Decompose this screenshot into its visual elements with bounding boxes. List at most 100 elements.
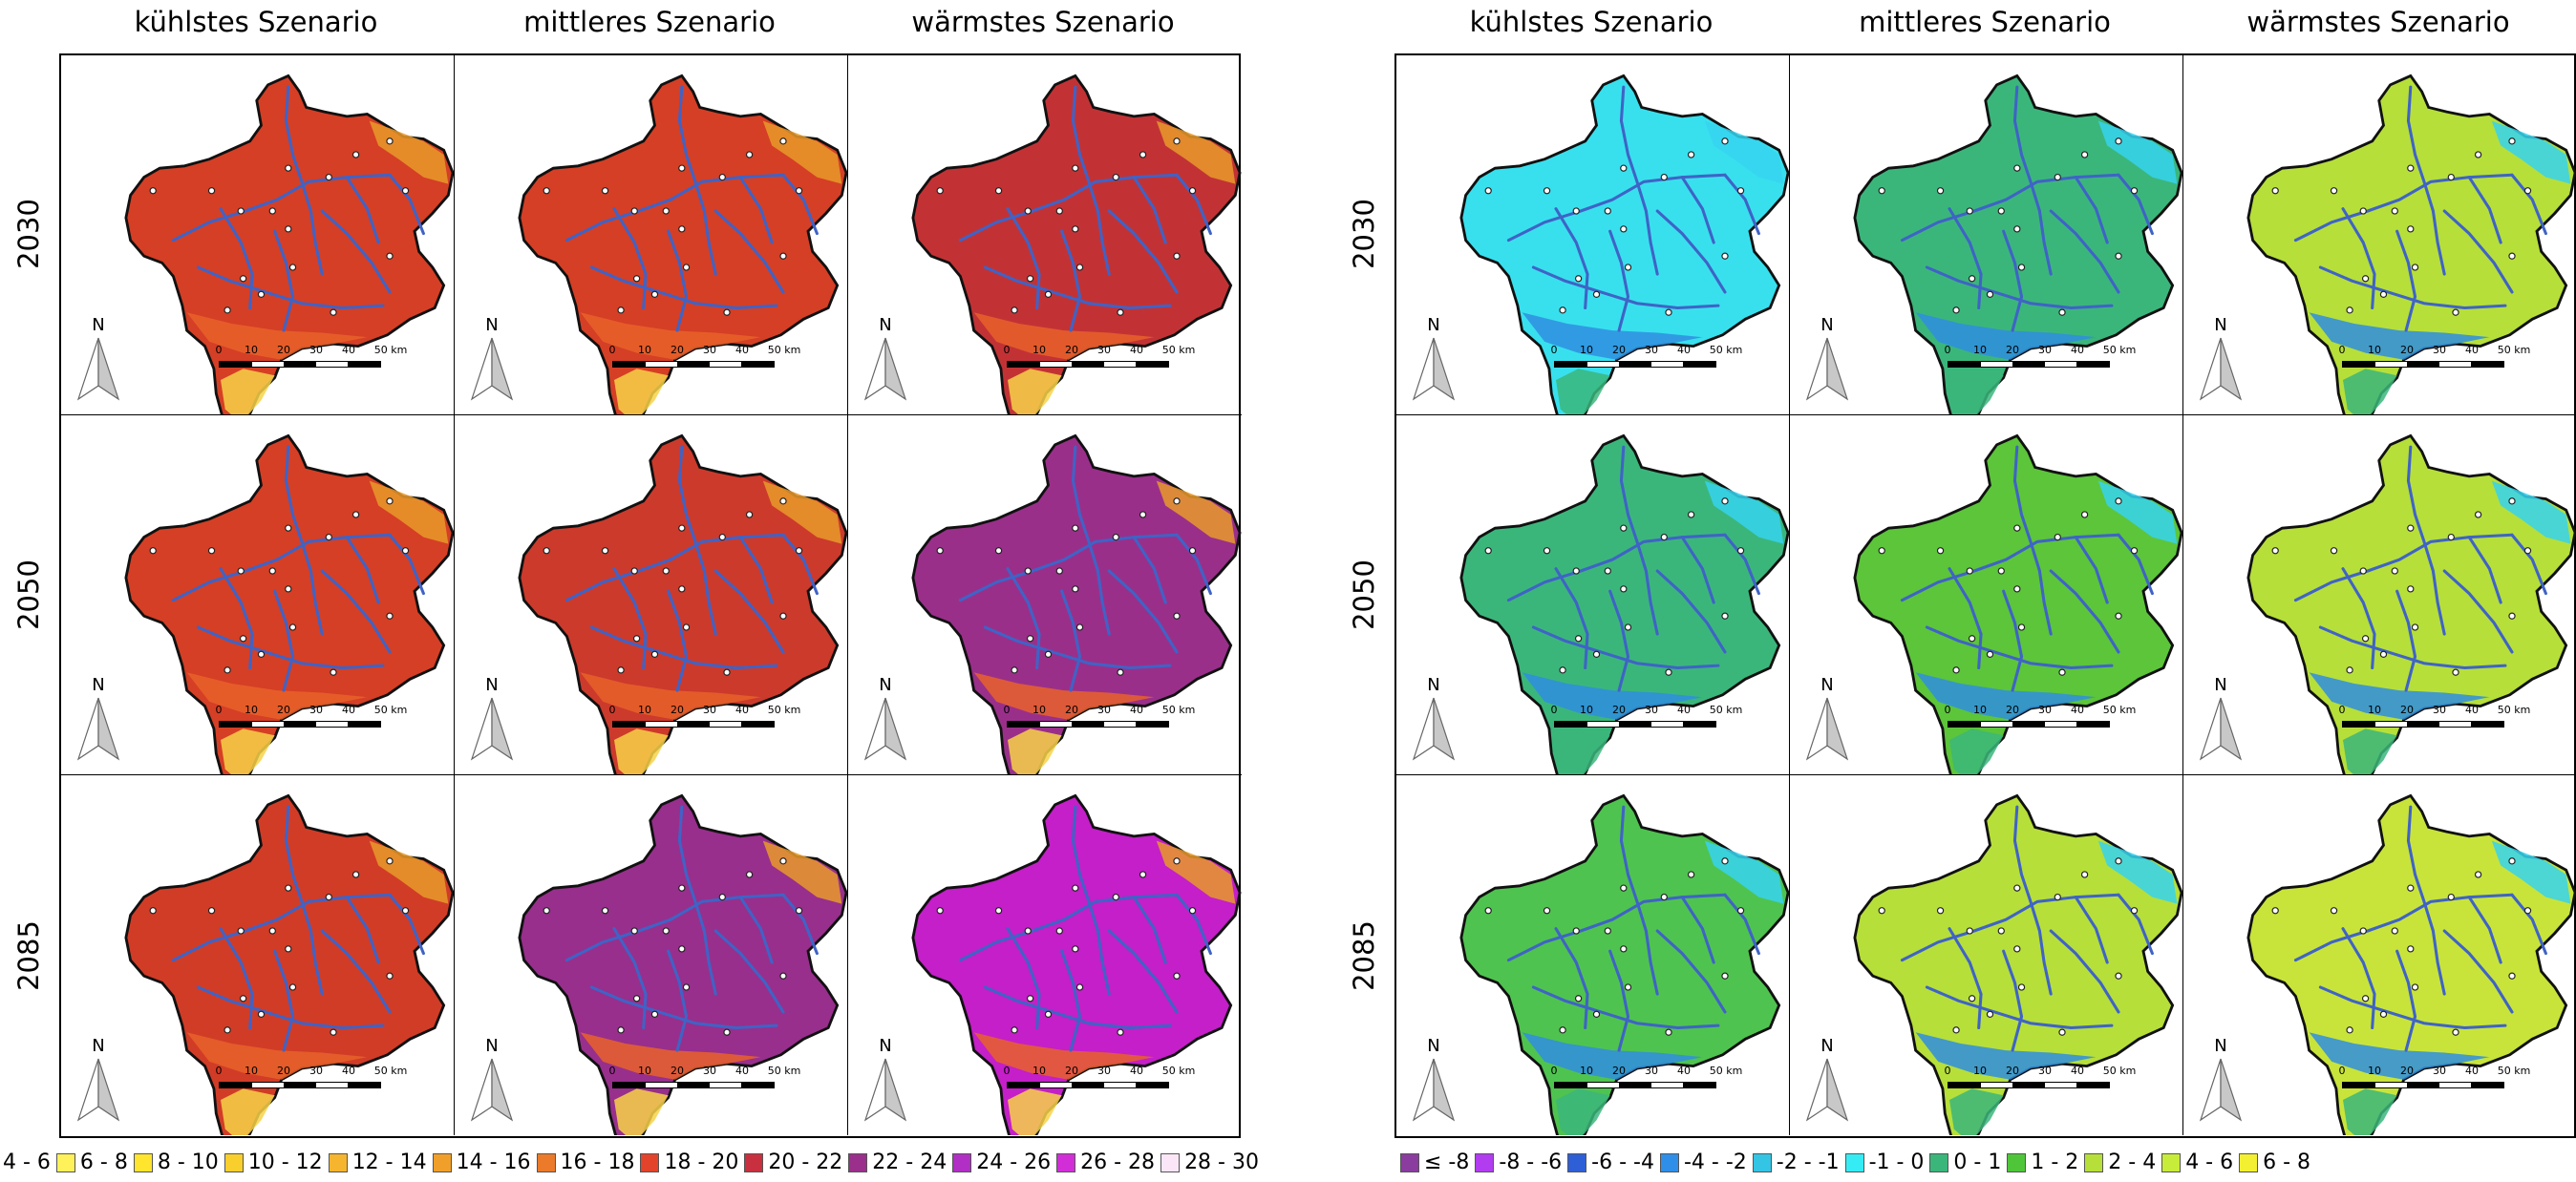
legend-item: -8 - -6 [1475, 1150, 1562, 1174]
scale-label: 10 [1580, 1065, 1593, 1077]
scale-label: 40 [2465, 1065, 2479, 1077]
scale-label: 10 [245, 344, 258, 356]
city-marker [617, 306, 625, 314]
north-arrow-icon: N [468, 1038, 516, 1124]
scale-bar: 0 10 20 30 40 50 km [1550, 704, 1774, 742]
city-marker [2508, 857, 2516, 865]
map-cell: N 0 10 20 30 40 50 km [1396, 415, 1790, 775]
scale-label: 0 [2338, 1065, 2346, 1077]
city-marker [678, 585, 686, 593]
river [1655, 209, 1727, 294]
city-marker [1559, 666, 1566, 674]
city-marker [1604, 567, 1611, 575]
city-marker [723, 308, 731, 316]
legend-item: 26 - 28 [1056, 1150, 1155, 1174]
city-marker [1112, 533, 1119, 541]
column-headers: kühlstes Szenario mittleres Szenario wär… [59, 6, 1241, 38]
terrain-zone [2491, 840, 2571, 904]
city-marker [2080, 151, 2089, 158]
city-marker [288, 264, 297, 271]
scale-label: 30 [309, 344, 323, 356]
scale-label: 0 [1550, 704, 1558, 716]
legend-item: -1 - 0 [1844, 1150, 1925, 1174]
scale-label: 50 km [2497, 1065, 2531, 1077]
scale-bar: 0 10 20 30 40 50 km [216, 1065, 438, 1103]
river [2510, 893, 2547, 956]
region-map [518, 433, 847, 774]
legend-item: -2 - -1 [1752, 1150, 1840, 1174]
city-marker [632, 995, 641, 1003]
city-marker [1736, 907, 1745, 915]
north-label: N [92, 1036, 105, 1056]
city-marker [779, 497, 787, 505]
region-map [1853, 74, 2182, 414]
north-arrow-icon: N [468, 317, 516, 403]
north-arrow-icon: N [1410, 1038, 1458, 1124]
city-marker [237, 207, 245, 215]
map-cell: N 0 10 20 30 40 50 km [848, 55, 1242, 415]
terrain-zone [614, 1088, 669, 1135]
legend-label: 22 - 24 [872, 1150, 947, 1174]
city-marker [257, 1010, 266, 1018]
map-cell: N 0 10 20 30 40 50 km [2183, 55, 2576, 415]
city-marker [2017, 623, 2026, 631]
region-map [1459, 433, 1789, 774]
column-headers: kühlstes Szenario mittleres Szenario wär… [1394, 6, 2576, 38]
city-marker [2013, 945, 2021, 953]
scale-label: 10 [1033, 704, 1046, 716]
city-marker [1075, 264, 1084, 271]
city-marker [2411, 983, 2419, 991]
terrain-zone [580, 672, 761, 720]
city-marker [2115, 497, 2122, 505]
map-cell: N 0 10 20 30 40 50 km [1790, 415, 2183, 775]
scale-label: 20 [277, 704, 290, 716]
scale-label: 50 km [2497, 344, 2531, 356]
terrain-zone [762, 120, 842, 184]
legend-label: 0 - 1 [1953, 1150, 2002, 1174]
terrain-zone [1522, 672, 1703, 720]
city-marker [1112, 893, 1119, 901]
river [677, 805, 717, 996]
column-header: wärmstes Szenario [911, 6, 1175, 38]
city-marker [1665, 308, 1672, 316]
city-marker [1024, 927, 1032, 935]
scale-label: 20 [671, 1065, 684, 1077]
river [2510, 173, 2547, 236]
city-marker [325, 893, 332, 901]
river [1655, 929, 1727, 1014]
terrain-zone [1522, 1032, 1703, 1080]
city-marker [268, 207, 276, 215]
river [1655, 569, 1727, 654]
river [219, 207, 254, 310]
legend-item: 8 - 10 [133, 1150, 219, 1174]
river [1060, 949, 1082, 1052]
legend-label: 20 - 22 [768, 1150, 843, 1174]
north-arrow-icon: N [862, 317, 909, 403]
city-marker [1966, 567, 1973, 575]
legend-swatch [2084, 1152, 2104, 1172]
river [388, 173, 425, 236]
legend-label: -1 - 0 [1868, 1150, 1925, 1174]
river [273, 589, 295, 692]
city-marker [678, 225, 686, 233]
city-marker [2407, 524, 2415, 532]
north-label: N [1427, 1036, 1440, 1056]
river [2074, 536, 2109, 604]
river [1723, 173, 1760, 236]
river [1132, 176, 1167, 244]
city-marker [2054, 893, 2061, 901]
map-cell: N 0 10 20 30 40 50 km [848, 775, 1242, 1135]
legend-label: 14 - 16 [456, 1150, 531, 1174]
city-marker [330, 668, 337, 676]
city-marker [1592, 650, 1601, 658]
river [1948, 567, 1983, 670]
city-marker [2058, 308, 2066, 316]
city-marker [2391, 567, 2398, 575]
city-marker [994, 547, 1003, 555]
river [2406, 85, 2446, 276]
map-cell: N 0 10 20 30 40 50 km [61, 775, 455, 1135]
city-marker [1997, 927, 2005, 935]
scale-label: 20 [2006, 344, 2019, 356]
scale-label: 10 [2368, 344, 2381, 356]
city-marker [2346, 666, 2353, 674]
